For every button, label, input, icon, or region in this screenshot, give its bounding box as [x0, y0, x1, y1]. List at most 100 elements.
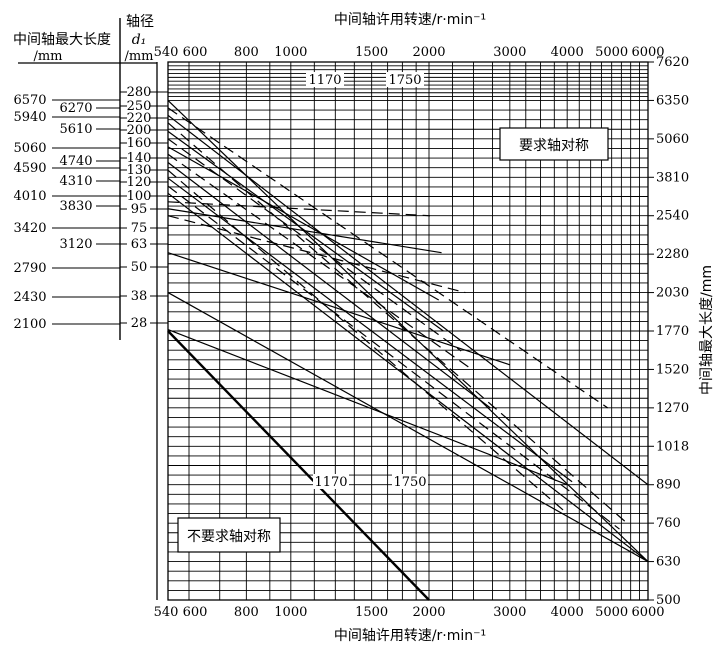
series-line	[167, 146, 440, 301]
length-label: 4590	[13, 161, 46, 176]
series-line	[167, 252, 511, 366]
diameter-label: 38	[131, 289, 148, 304]
length-label: 4740	[59, 154, 92, 169]
right-tick-label: 5060	[656, 132, 689, 147]
length-label: 5060	[13, 141, 46, 156]
diameter-header: 轴径	[126, 14, 154, 30]
length-label: 4010	[13, 189, 46, 204]
top-x-tick-label: 4000	[551, 45, 584, 60]
marker-label-bg	[386, 72, 424, 87]
right-tick-label: 630	[656, 555, 681, 570]
bottom-x-tick-label: 2000	[412, 605, 445, 620]
top-axis-title: 中间轴许用转速/r·min⁻¹	[334, 12, 486, 28]
right-tick-label: 7620	[656, 55, 689, 70]
diameter-label: 95	[131, 202, 148, 217]
series-line	[167, 107, 608, 409]
marker-label-top-1170: 1170	[308, 73, 341, 88]
marker-label-top-1750: 1750	[388, 73, 421, 88]
top-x-tick-label: 1500	[355, 45, 388, 60]
length-label: 2430	[13, 290, 46, 305]
bottom-x-tick-label: 5000	[595, 605, 628, 620]
bottom-x-tick-label: 1000	[274, 605, 307, 620]
axis-text: 540 540 600 600 800 800 1000 1000 1500 1500 2000 20…	[154, 45, 690, 620]
diameter-label: 140	[127, 151, 152, 166]
top-x-tick-label: 600	[183, 45, 208, 60]
series-line	[167, 162, 491, 409]
right-tick-label: 2030	[656, 286, 689, 301]
diameter-label: 75	[131, 221, 148, 236]
right-axis-title: 中间轴最大长度/mm	[699, 265, 715, 395]
length-label: 2100	[13, 317, 46, 332]
nonsymmetric-series-line	[167, 330, 430, 601]
diameter-label: 63	[131, 237, 148, 252]
marker-label-bg	[313, 474, 349, 489]
top-x-tick-label: 6000	[631, 45, 664, 60]
right-tick-label: 1770	[656, 324, 689, 339]
bottom-x-tick-label: 6000	[631, 605, 664, 620]
bottom-x-tick-label: 4000	[551, 605, 584, 620]
series-line	[167, 122, 628, 524]
length-label: 6570	[13, 93, 46, 108]
top-x-tick-label: 5000	[595, 45, 628, 60]
length-label: 6270	[59, 101, 92, 116]
right-tick-label: 500	[656, 593, 681, 608]
series-line	[167, 185, 620, 530]
symmetric-box	[499, 127, 609, 161]
top-x-tick-label: 3000	[493, 45, 526, 60]
right-tick-label: 890	[656, 478, 681, 493]
top-x-tick-label: 2000	[412, 45, 445, 60]
right-tick-label: 6350	[656, 93, 689, 108]
series-line	[167, 114, 649, 486]
bottom-x-tick-label: 1500	[355, 605, 388, 620]
diameter-label: 120	[127, 175, 152, 190]
marker-label-bg	[306, 72, 344, 87]
series-line	[167, 153, 473, 370]
diameter-label: 50	[131, 260, 148, 275]
nonsymmetric-box	[177, 517, 281, 553]
series-line	[167, 201, 431, 217]
diameter-label: 200	[127, 123, 152, 138]
diameter-label: 160	[127, 136, 152, 151]
diameter-label: 250	[127, 99, 152, 114]
bottom-x-tick-label: 540	[154, 605, 179, 620]
top-x-tick-label: 1000	[274, 45, 307, 60]
series-line	[167, 328, 568, 486]
length-label: 3830	[59, 199, 92, 214]
series-layer	[167, 99, 649, 601]
marker-label-bg	[392, 474, 428, 489]
diameter-label: 28	[131, 316, 148, 331]
bottom-x-tick-label: 600	[183, 605, 208, 620]
length-label: 4310	[59, 174, 92, 189]
length-label: 5610	[59, 122, 92, 137]
length-label: 2790	[13, 261, 46, 276]
series-line	[167, 215, 466, 294]
top-x-tick-label: 800	[234, 45, 259, 60]
series-line	[167, 292, 649, 563]
right-tick-label: 760	[656, 516, 681, 531]
right-tick-label: 3810	[656, 170, 689, 185]
diameter-label: 220	[127, 111, 152, 126]
series-line	[167, 169, 566, 512]
right-tick-label: 2540	[656, 209, 689, 224]
bottom-x-tick-label: 800	[234, 605, 259, 620]
diameter-label: 100	[127, 189, 152, 204]
series-line	[167, 192, 649, 563]
marker-label-bottom-1750: 1750	[393, 475, 426, 490]
length-label: 5940	[13, 110, 46, 125]
length-label: 3120	[59, 237, 92, 252]
diameter-label: 280	[127, 85, 152, 100]
series-line	[167, 208, 442, 254]
diameter-symbol: d₁	[132, 32, 147, 48]
marker-label-bottom-1170: 1170	[314, 475, 347, 490]
bottom-x-tick-label: 3000	[493, 605, 526, 620]
length-unit: /mm	[33, 49, 62, 64]
series-line	[167, 177, 573, 483]
diameter-unit: /mm	[124, 49, 153, 64]
length-label: 3420	[13, 221, 46, 236]
right-tick-label: 1270	[656, 401, 689, 416]
length-header: 中间轴最大长度	[13, 32, 111, 48]
right-tick-label: 2280	[656, 247, 689, 262]
right-tick-label: 1520	[656, 362, 689, 377]
